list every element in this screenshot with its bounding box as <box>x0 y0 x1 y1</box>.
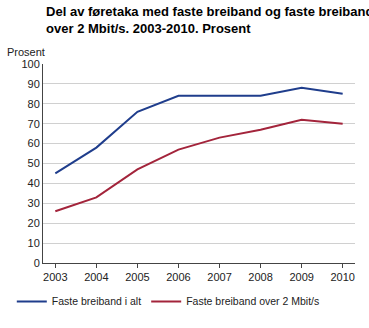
svg-text:2008: 2008 <box>248 271 272 283</box>
svg-text:Faste breiband i alt: Faste breiband i alt <box>52 295 141 307</box>
svg-text:Faste breiband over 2 Mbit/s: Faste breiband over 2 Mbit/s <box>186 295 319 307</box>
svg-text:40: 40 <box>28 177 40 189</box>
svg-text:10: 10 <box>28 237 40 249</box>
svg-text:Del av føretaka med faste brei: Del av føretaka med faste breiband og fa… <box>46 4 369 36</box>
svg-text:2003: 2003 <box>43 271 67 283</box>
svg-text:2006: 2006 <box>166 271 190 283</box>
svg-text:60: 60 <box>28 137 40 149</box>
svg-text:2005: 2005 <box>125 271 149 283</box>
svg-text:2004: 2004 <box>84 271 108 283</box>
svg-text:70: 70 <box>28 118 40 130</box>
svg-text:20: 20 <box>28 217 40 229</box>
svg-text:Prosent: Prosent <box>7 46 45 58</box>
svg-text:50: 50 <box>28 157 40 169</box>
svg-text:90: 90 <box>28 78 40 90</box>
svg-text:80: 80 <box>28 98 40 110</box>
svg-text:0: 0 <box>34 257 40 269</box>
svg-text:100: 100 <box>21 58 39 70</box>
svg-text:2010: 2010 <box>330 271 354 283</box>
svg-text:2007: 2007 <box>207 271 231 283</box>
svg-text:2009: 2009 <box>289 271 313 283</box>
svg-text:30: 30 <box>28 197 40 209</box>
